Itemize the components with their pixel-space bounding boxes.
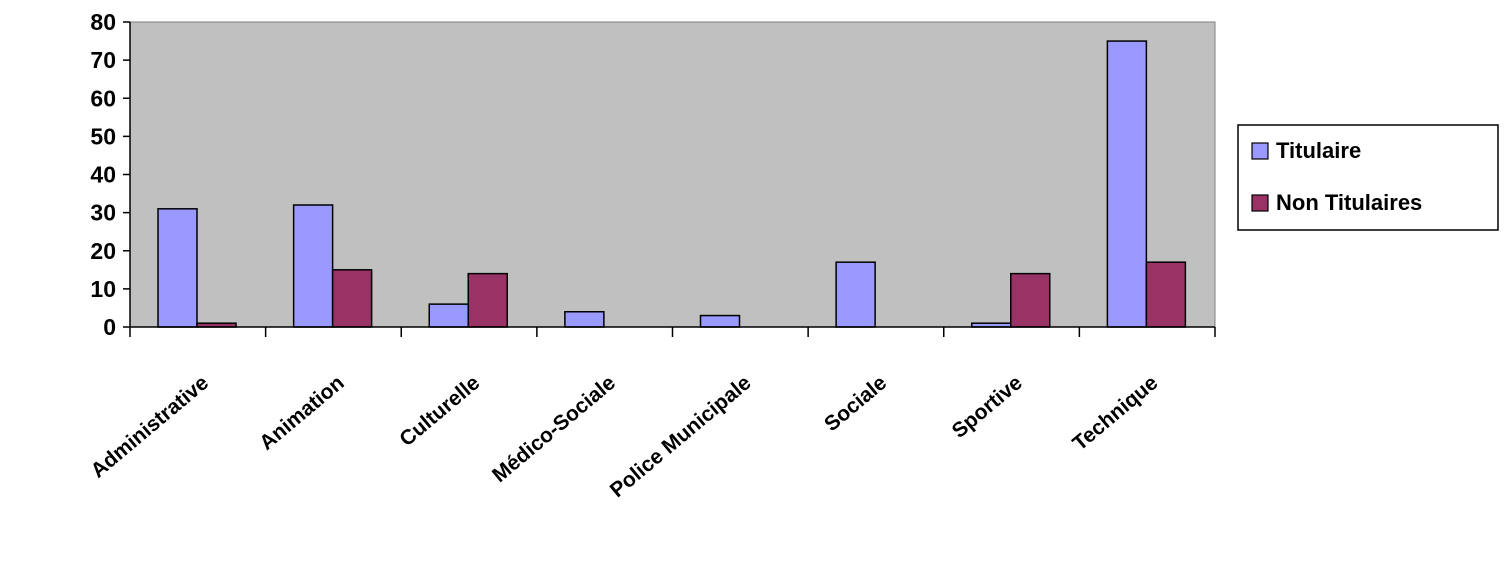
bar — [564, 311, 605, 328]
legend-label: Non Titulaires — [1276, 190, 1422, 215]
legend-swatch — [1251, 142, 1269, 160]
y-tick-label: 40 — [90, 162, 116, 188]
x-category-label: Administrative — [86, 371, 213, 482]
x-category-label: Sociale — [820, 371, 891, 436]
bar — [292, 204, 334, 328]
y-tick-label: 70 — [90, 47, 116, 73]
bar — [157, 208, 198, 328]
bar — [1106, 40, 1148, 328]
x-category-label: Police Municipale — [606, 371, 756, 502]
y-tick-label: 20 — [90, 238, 116, 264]
y-tick-label: 60 — [90, 85, 116, 111]
bar — [835, 261, 876, 328]
bar — [428, 303, 469, 328]
y-tick-label: 80 — [90, 9, 116, 35]
y-tick-label: 0 — [103, 314, 116, 340]
x-category-label: Sportive — [948, 371, 1027, 443]
x-category-label: Technique — [1068, 371, 1162, 455]
bar — [331, 269, 373, 328]
legend-swatch — [1251, 194, 1269, 212]
x-category-label: Médico-Sociale — [488, 371, 620, 487]
bar — [1010, 272, 1051, 328]
legend: Titulaire Non Titulaires — [1237, 124, 1499, 231]
y-tick-label: 30 — [90, 200, 116, 226]
y-tick-label: 10 — [90, 276, 116, 302]
y-tick-label: 50 — [90, 123, 116, 149]
legend-box — [1237, 124, 1499, 231]
legend-label: Titulaire — [1276, 138, 1361, 163]
bar — [467, 272, 508, 328]
plot-area — [129, 21, 1216, 328]
bar — [699, 314, 741, 328]
x-category-label: Animation — [255, 371, 348, 455]
bar — [1145, 261, 1187, 328]
bars-layer — [157, 40, 1187, 328]
x-category-label: Culturelle — [395, 371, 484, 451]
